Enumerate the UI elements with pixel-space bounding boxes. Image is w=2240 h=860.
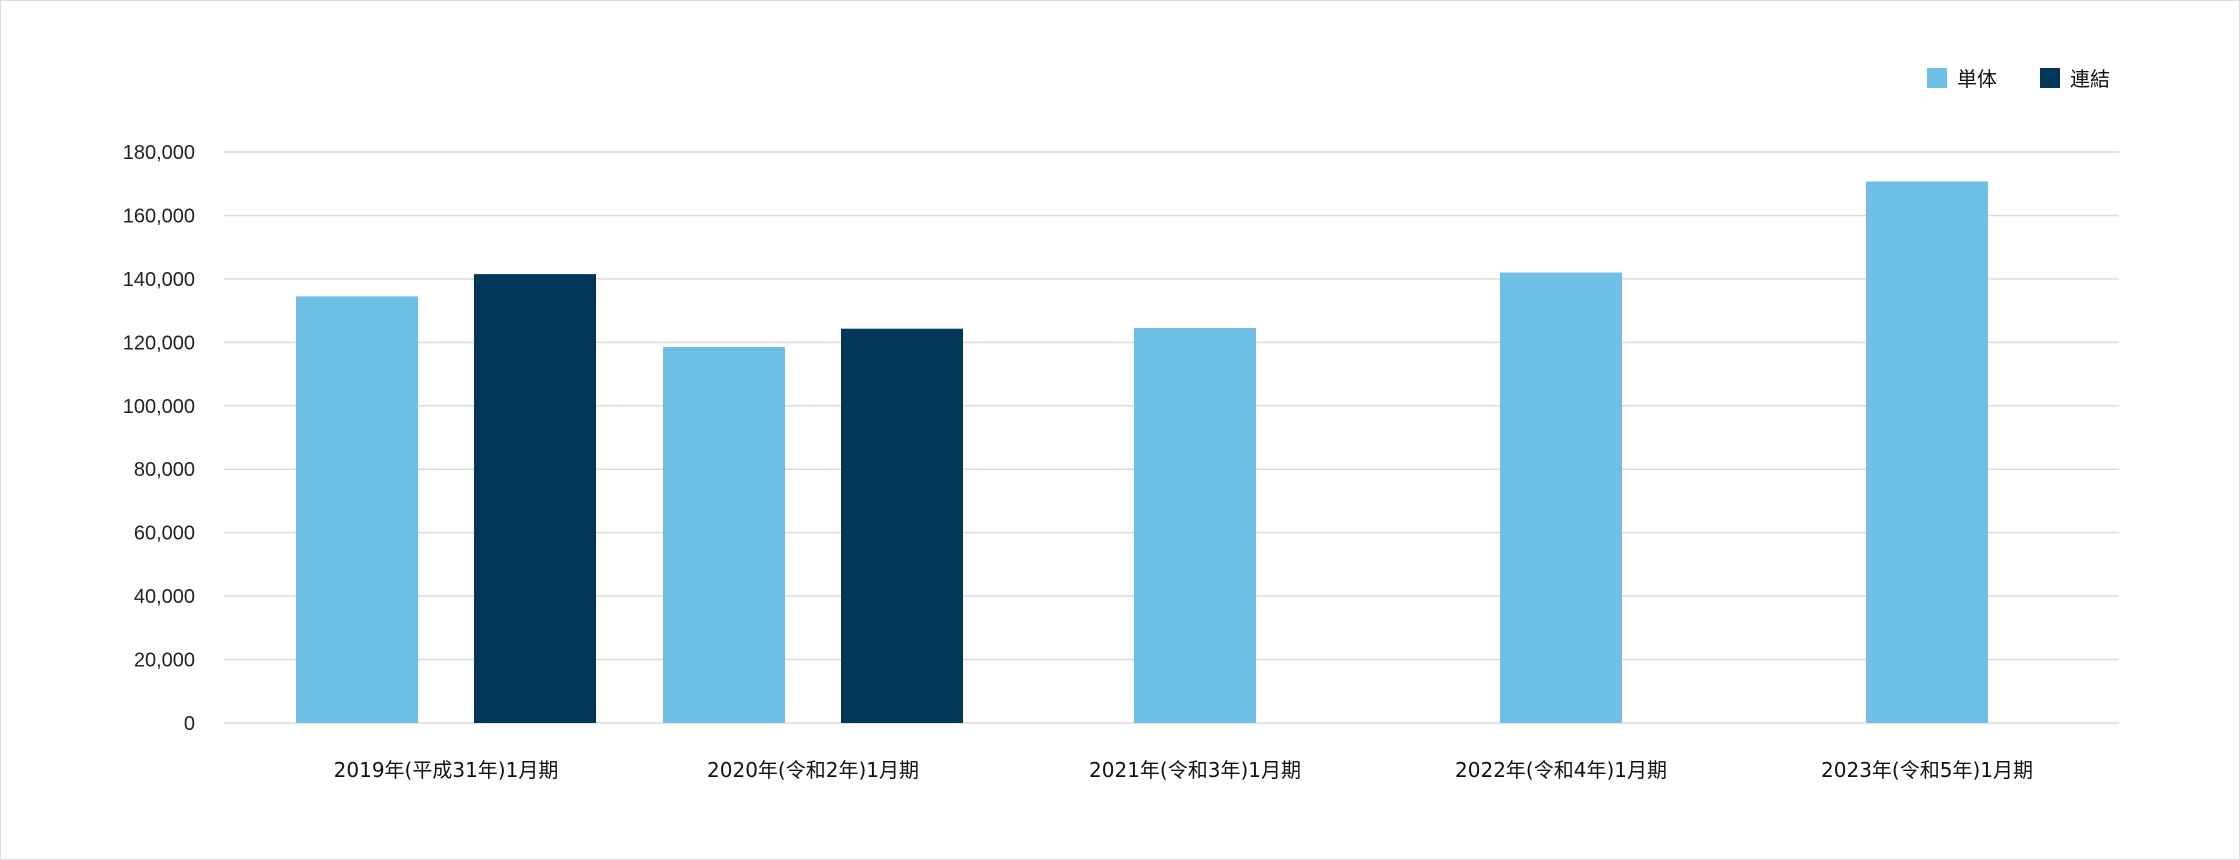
bar-standalone — [296, 296, 418, 723]
bar-consolidated — [841, 328, 963, 723]
legend-swatch — [1927, 68, 1947, 88]
y-tick-label: 160,000 — [123, 205, 195, 227]
legend-swatch — [2040, 68, 2060, 88]
y-tick-label: 20,000 — [134, 650, 195, 672]
y-tick-label: 120,000 — [123, 332, 195, 354]
x-axis-categories: 2019年(平成31年)1月期 2020年(令和2年)1月期 2021年(令和3年)… — [334, 758, 2033, 782]
x-category-label: 2022年(令和4年)1月期 — [1455, 758, 1667, 782]
bar-standalone — [1134, 328, 1256, 723]
y-tick-label: 100,000 — [123, 396, 195, 418]
bar-consolidated — [474, 274, 596, 723]
x-category-label: 2020年(令和2年)1月期 — [707, 758, 919, 782]
bars — [296, 181, 1988, 724]
y-tick-label: 140,000 — [123, 269, 195, 291]
y-axis-ticks: 0 20,000 40,000 60,000 80,000 100,000 120,000 1… — [123, 142, 195, 735]
y-tick-label: 80,000 — [134, 459, 195, 481]
bar-standalone — [663, 347, 785, 723]
legend-label: 連結 — [2070, 67, 2110, 91]
y-tick-label: 180,000 — [123, 142, 195, 164]
y-tick-label: 0 — [184, 713, 195, 735]
y-tick-label: 60,000 — [134, 523, 195, 545]
bar-standalone — [1500, 272, 1622, 723]
bar-standalone — [1866, 181, 1988, 724]
x-category-label: 2019年(平成31年)1月期 — [334, 758, 559, 782]
legend: 単体 連結 — [1927, 67, 2110, 91]
legend-label: 単体 — [1957, 67, 1997, 91]
x-category-label: 2021年(令和3年)1月期 — [1089, 758, 1301, 782]
y-tick-label: 40,000 — [134, 586, 195, 608]
x-category-label: 2023年(令和5年)1月期 — [1821, 758, 2033, 782]
